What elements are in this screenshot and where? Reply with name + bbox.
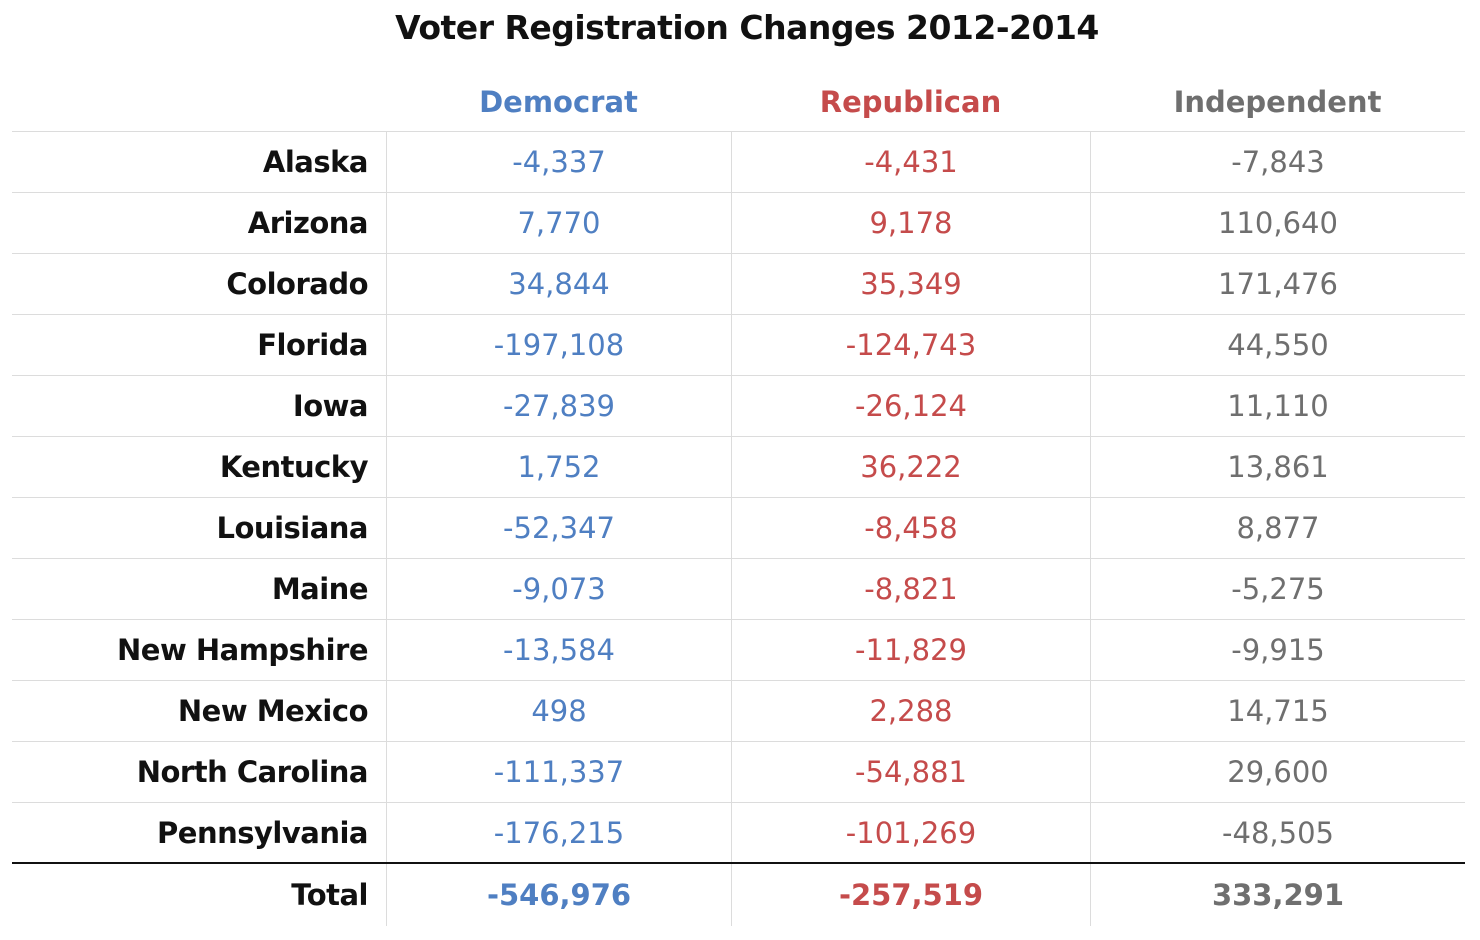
value-cell-independent: -48,505 — [1090, 803, 1465, 862]
state-label: Arizona — [247, 206, 369, 240]
table-row: Florida -197,108 -124,743 44,550 — [12, 315, 1465, 376]
table-row: Kentucky 1,752 36,222 13,861 — [12, 437, 1465, 498]
value-cell-democrat: 7,770 — [386, 193, 731, 253]
table-row: New Mexico 498 2,288 14,715 — [12, 681, 1465, 742]
header-state-cell — [12, 70, 386, 131]
value-cell-independent: 44,550 — [1090, 315, 1465, 375]
table-row: Iowa -27,839 -26,124 11,110 — [12, 376, 1465, 437]
value-cell-independent: 14,715 — [1090, 681, 1465, 741]
value-cell-independent: 8,877 — [1090, 498, 1465, 558]
state-label: Maine — [271, 572, 369, 606]
total-republican: -257,519 — [731, 864, 1090, 926]
table-row: Louisiana -52,347 -8,458 8,877 — [12, 498, 1465, 559]
value-cell-republican: 2,288 — [731, 681, 1090, 741]
header-democrat: Democrat — [479, 84, 638, 119]
state-label: North Carolina — [136, 755, 369, 789]
state-label: Florida — [257, 328, 368, 362]
value-cell-democrat: -52,347 — [386, 498, 731, 558]
value-cell-republican: -124,743 — [731, 315, 1090, 375]
state-label: Alaska — [262, 145, 369, 179]
chart-title: Voter Registration Changes 2012-2014 — [395, 8, 1099, 47]
table-header-row: Democrat Republican Independent — [12, 70, 1465, 132]
state-label: New Hampshire — [117, 633, 368, 667]
value-cell-independent: -7,843 — [1090, 132, 1465, 192]
total-democrat: -546,976 — [386, 864, 731, 926]
value-cell-independent: 13,861 — [1090, 437, 1465, 497]
table-row: Alaska -4,337 -4,431 -7,843 — [12, 132, 1465, 193]
state-label: New Mexico — [177, 694, 369, 728]
total-label: Total — [291, 878, 368, 912]
value-cell-democrat: -197,108 — [386, 315, 731, 375]
state-label: Louisiana — [216, 511, 369, 545]
table-row: North Carolina -111,337 -54,881 29,600 — [12, 742, 1465, 803]
value-cell-democrat: -176,215 — [386, 803, 731, 862]
value-cell-independent: 11,110 — [1090, 376, 1465, 436]
total-independent: 333,291 — [1090, 864, 1465, 926]
value-cell-democrat: -13,584 — [386, 620, 731, 680]
value-cell-republican: 35,349 — [731, 254, 1090, 314]
value-cell-democrat: -111,337 — [386, 742, 731, 802]
value-cell-republican: -101,269 — [731, 803, 1090, 862]
table-row: Arizona 7,770 9,178 110,640 — [12, 193, 1465, 254]
header-republican: Republican — [819, 84, 1002, 119]
table-body: Alaska -4,337 -4,431 -7,843 Arizona 7,770 9,17… — [12, 132, 1465, 864]
value-cell-republican: -11,829 — [731, 620, 1090, 680]
value-cell-republican: -8,458 — [731, 498, 1090, 558]
value-cell-democrat: -27,839 — [386, 376, 731, 436]
table-row: Colorado 34,844 35,349 171,476 — [12, 254, 1465, 315]
state-label: Pennsylvania — [157, 815, 368, 850]
value-cell-independent: 171,476 — [1090, 254, 1465, 314]
table-row: Pennsylvania -176,215 -101,269 -48,505 — [12, 803, 1465, 864]
value-cell-independent: 110,640 — [1090, 193, 1465, 253]
state-label: Colorado — [226, 267, 368, 301]
value-cell-democrat: 1,752 — [386, 437, 731, 497]
registration-table: Democrat Republican Independent Alaska -4… — [12, 70, 1465, 926]
value-cell-democrat: 34,844 — [386, 254, 731, 314]
value-cell-republican: 36,222 — [731, 437, 1090, 497]
value-cell-democrat: -9,073 — [386, 559, 731, 619]
value-cell-independent: 29,600 — [1090, 742, 1465, 802]
value-cell-republican: -26,124 — [731, 376, 1090, 436]
value-cell-republican: -54,881 — [731, 742, 1090, 802]
value-cell-independent: -9,915 — [1090, 620, 1465, 680]
value-cell-democrat: -4,337 — [386, 132, 731, 192]
table-row: Maine -9,073 -8,821 -5,275 — [12, 559, 1465, 620]
table-row: New Hampshire -13,584 -11,829 -9,915 — [12, 620, 1465, 681]
value-cell-democrat: 498 — [386, 681, 731, 741]
value-cell-republican: -4,431 — [731, 132, 1090, 192]
header-independent: Independent — [1173, 84, 1382, 119]
state-label: Iowa — [292, 389, 369, 423]
value-cell-republican: 9,178 — [731, 193, 1090, 253]
table-total-row: Total -546,976 -257,519 333,291 — [12, 864, 1465, 926]
value-cell-republican: -8,821 — [731, 559, 1090, 619]
state-label: Kentucky — [219, 450, 369, 484]
value-cell-independent: -5,275 — [1090, 559, 1465, 619]
